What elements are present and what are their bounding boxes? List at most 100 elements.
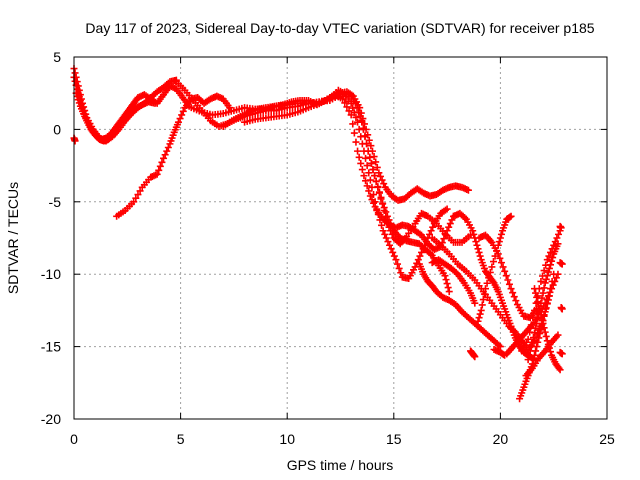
data-point	[486, 268, 494, 276]
data-point	[464, 186, 472, 194]
data-point	[392, 256, 400, 264]
data-point	[489, 258, 497, 266]
axis-ticks: 0 5 10 15 20 25 -20 -15 -10 -5 0 5	[41, 49, 615, 447]
data-point	[548, 285, 556, 293]
data-point	[418, 248, 426, 256]
data-point	[505, 280, 513, 288]
data-point	[134, 191, 142, 199]
data-point	[446, 220, 454, 228]
data-point	[151, 99, 159, 107]
data-point	[372, 178, 380, 186]
data-point	[545, 264, 553, 272]
data-point	[529, 334, 537, 342]
data-point	[380, 204, 388, 212]
data-point	[534, 298, 542, 306]
series-track-u	[531, 285, 564, 374]
data-point	[552, 274, 560, 282]
data-point	[542, 332, 550, 340]
data-point	[469, 227, 477, 235]
data-point	[495, 238, 503, 246]
data-point	[349, 104, 357, 112]
data-point	[387, 220, 395, 228]
data-point	[554, 331, 562, 339]
data-point	[426, 230, 434, 238]
data-point	[557, 224, 565, 232]
y-tick-label: -20	[41, 411, 61, 427]
data-point	[362, 154, 370, 162]
data-point	[343, 103, 351, 111]
data-point	[429, 223, 437, 231]
data-point	[537, 277, 545, 285]
data-point	[371, 172, 379, 180]
data-point	[164, 144, 172, 151]
data-point	[501, 351, 509, 359]
data-point	[537, 325, 545, 333]
data-point	[354, 147, 362, 155]
data-point	[349, 120, 357, 128]
data-point	[179, 107, 187, 115]
data-point	[388, 223, 396, 231]
data-point	[73, 85, 81, 93]
data-point	[73, 92, 81, 100]
data-point	[504, 276, 512, 284]
data-point	[378, 176, 386, 184]
data-point	[496, 254, 504, 262]
data-point	[448, 216, 456, 224]
x-axis-label: GPS time / hours	[287, 457, 394, 473]
data-point	[363, 140, 371, 148]
data-point	[384, 238, 392, 246]
data-point	[472, 238, 480, 246]
data-point	[226, 104, 234, 112]
data-point	[540, 284, 548, 292]
series-track-j	[415, 260, 504, 351]
data-point	[547, 261, 555, 269]
data-point	[373, 205, 381, 213]
data-point	[531, 285, 539, 293]
x-tick-label: 0	[70, 431, 78, 447]
data-point	[378, 221, 386, 229]
data-point	[356, 104, 364, 112]
data-point	[525, 351, 533, 359]
data-point	[358, 118, 366, 126]
y-tick-label: -10	[41, 266, 61, 282]
series-track-i	[358, 118, 453, 296]
data-point	[71, 69, 79, 77]
data-point	[558, 350, 566, 358]
data-point	[75, 99, 83, 107]
data-point	[509, 289, 517, 297]
data-point	[544, 340, 552, 348]
data-point	[501, 267, 509, 275]
data-point	[377, 195, 385, 203]
data-point	[350, 109, 358, 117]
data-point	[473, 241, 481, 249]
data-point	[366, 192, 374, 200]
data-point	[485, 274, 493, 282]
data-point	[497, 230, 505, 238]
data-point	[444, 284, 452, 292]
data-point	[422, 238, 430, 246]
data-point	[540, 324, 548, 332]
series-track-p	[503, 270, 562, 358]
data-point	[543, 337, 551, 345]
data-point	[544, 296, 552, 304]
data-point	[71, 77, 79, 85]
data-point	[130, 198, 138, 206]
series-track-w	[467, 347, 479, 361]
data-point	[524, 335, 532, 343]
data-point	[174, 118, 182, 126]
data-point	[442, 231, 450, 239]
data-point	[442, 276, 450, 284]
data-point	[481, 285, 489, 293]
data-point	[479, 296, 487, 304]
series-track-l	[428, 256, 479, 307]
data-point	[363, 182, 371, 190]
data-point	[367, 142, 375, 150]
data-point	[176, 115, 184, 123]
data-point	[488, 263, 496, 271]
data-point	[476, 252, 484, 260]
data-point	[541, 279, 549, 287]
data-point	[510, 293, 518, 301]
series-track-end	[556, 348, 566, 358]
data-point	[379, 227, 387, 235]
